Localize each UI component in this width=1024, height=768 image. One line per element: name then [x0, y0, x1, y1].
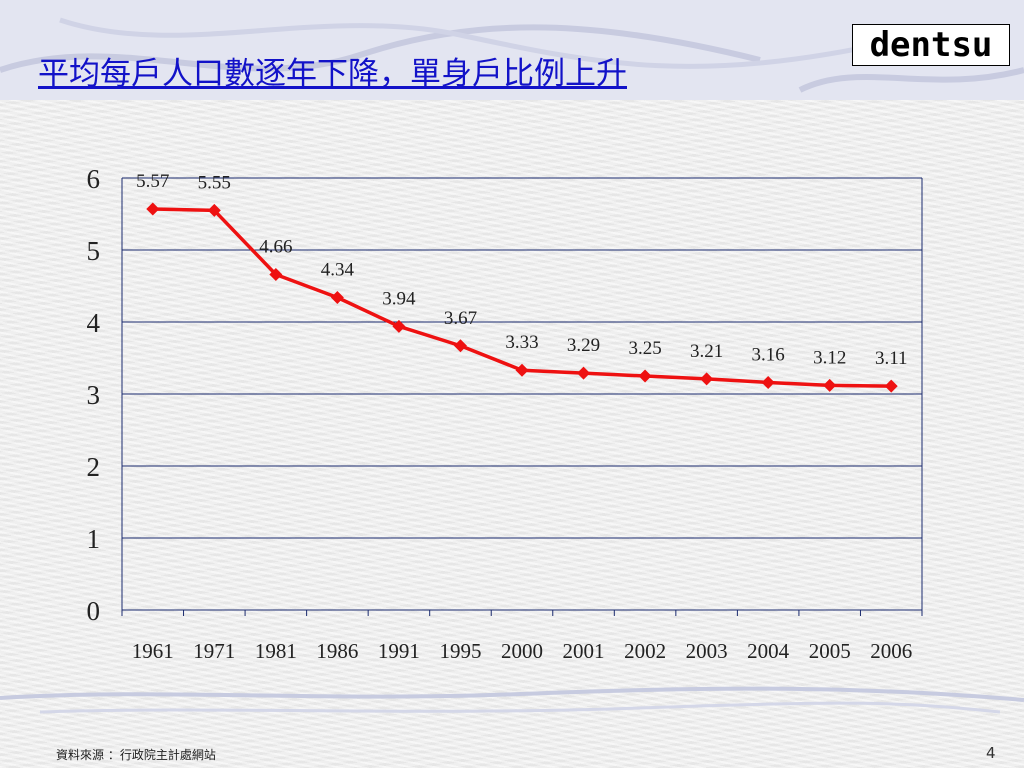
- data-point-marker: [515, 363, 529, 377]
- y-tick-label: 6: [87, 164, 101, 194]
- data-label: 3.11: [875, 348, 908, 369]
- data-point-marker: [761, 375, 775, 389]
- data-point-marker: [638, 369, 652, 383]
- x-tick-label: 2003: [686, 639, 728, 663]
- data-label: 3.29: [567, 335, 600, 356]
- y-tick-label: 3: [87, 380, 101, 410]
- data-point-marker: [700, 372, 714, 386]
- data-point-marker: [269, 267, 283, 281]
- y-tick-label: 0: [87, 596, 101, 626]
- data-point-marker: [392, 319, 406, 333]
- x-tick-label: 2001: [563, 639, 605, 663]
- data-label: 3.25: [628, 338, 661, 359]
- data-label: 4.34: [321, 260, 355, 281]
- line-chart: 0 1 2 3 4 5 6 1961 1971 1981 1986 1991 1995 2000 2001 2…: [87, 164, 923, 663]
- data-label: 5.55: [198, 172, 231, 193]
- data-label: 3.67: [444, 308, 477, 329]
- data-label: 3.12: [813, 347, 846, 368]
- y-tick-label: 5: [87, 236, 101, 266]
- data-point-marker: [453, 339, 467, 353]
- x-tick-label: 1961: [132, 639, 174, 663]
- data-point-marker: [823, 378, 837, 392]
- bottom-swirl-decoration: [0, 686, 1024, 702]
- x-tick-label: 1995: [439, 639, 481, 663]
- data-point-marker: [577, 366, 591, 380]
- x-tick-label: 1991: [378, 639, 420, 663]
- x-tick-label: 2005: [809, 639, 851, 663]
- banner-swirl-decoration: [0, 17, 1024, 93]
- bottom-swirl-decoration-2: [39, 701, 1001, 714]
- source-note: 資料來源 ：行政院主計處網站: [56, 748, 216, 762]
- y-tick-label: 1: [87, 524, 101, 554]
- y-tick-label: 2: [87, 452, 101, 482]
- slide-title: 平均每戶人口數逐年下降，單身戶比例上升: [38, 56, 627, 92]
- data-label: 5.57: [136, 171, 169, 192]
- data-point-marker: [207, 203, 221, 217]
- data-point-marker: [330, 291, 344, 305]
- data-point-marker: [146, 202, 160, 216]
- data-label: 4.66: [259, 236, 292, 257]
- x-tick-label: 1971: [193, 639, 235, 663]
- x-tick-label: 2002: [624, 639, 666, 663]
- data-label: 3.33: [505, 332, 538, 353]
- x-tick-label: 2004: [747, 639, 790, 663]
- data-point-marker: [884, 379, 898, 393]
- x-tick-label: 1986: [316, 639, 358, 663]
- page-number: 4: [986, 744, 996, 762]
- y-tick-label: 4: [87, 308, 101, 338]
- x-tick-label: 2000: [501, 639, 543, 663]
- x-tick-label: 1981: [255, 639, 297, 663]
- x-tick-label: 2006: [870, 639, 912, 663]
- data-label: 3.94: [382, 288, 416, 309]
- dentsu-logo: dentsu: [852, 24, 1010, 66]
- data-label: 3.16: [752, 344, 785, 365]
- data-label: 3.21: [690, 341, 723, 362]
